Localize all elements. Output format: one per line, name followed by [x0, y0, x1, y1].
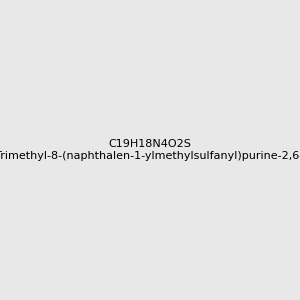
Text: C19H18N4O2S
1,3,9-Trimethyl-8-(naphthalen-1-ylmethylsulfanyl)purine-2,6-dione: C19H18N4O2S 1,3,9-Trimethyl-8-(naphthale… — [0, 139, 300, 161]
